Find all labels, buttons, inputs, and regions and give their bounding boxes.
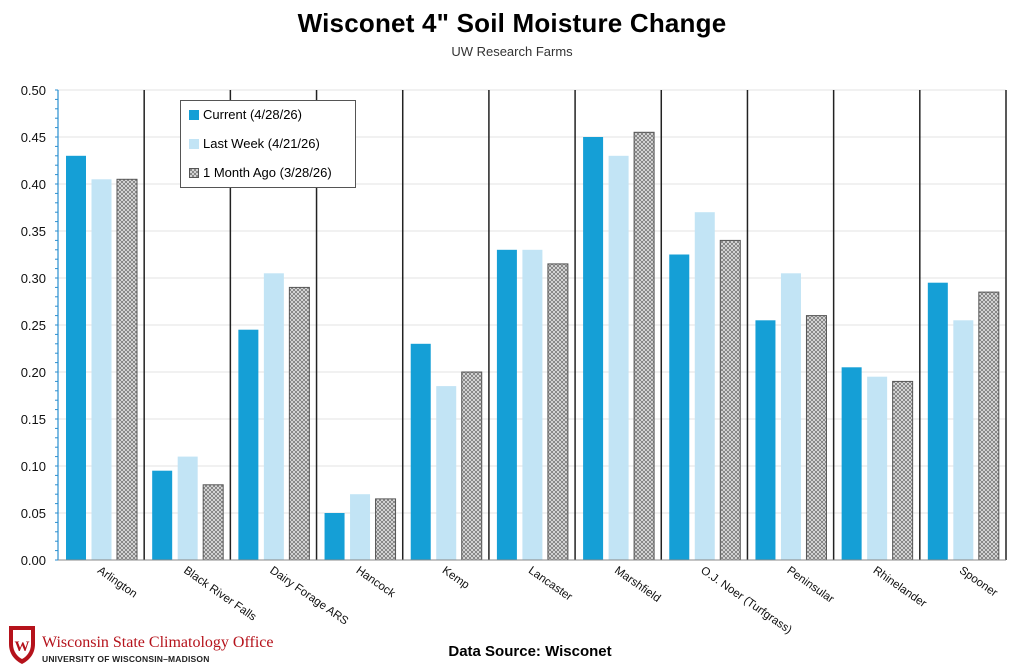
bar-current xyxy=(496,249,517,561)
x-tick-label: Hancock xyxy=(354,565,398,601)
y-tick-label: 0.30 xyxy=(21,271,46,286)
bar-last-week xyxy=(91,179,112,561)
bar-month-ago xyxy=(719,239,741,561)
bar-last-week xyxy=(780,273,801,560)
y-axis: 0.00 0.05 0.10 0.15 0.20 0.25 0.30 0.35 0.40 0.45… xyxy=(21,83,1006,568)
y-tick-label: 0.10 xyxy=(21,459,46,474)
bar-month-ago xyxy=(116,178,138,561)
bar-current xyxy=(669,254,690,560)
chart-title: Wisconet 4" Soil Moisture Change xyxy=(297,8,727,38)
uw-crest-icon: W xyxy=(9,626,35,664)
bar-current xyxy=(152,470,173,560)
bar-month-ago xyxy=(461,371,483,561)
x-tick-label: Black River Falls xyxy=(181,565,258,624)
y-tick-label: 0.40 xyxy=(21,177,46,192)
y-tick-label: 0.00 xyxy=(21,553,46,568)
bar-current xyxy=(841,367,862,560)
bar-last-week xyxy=(263,273,284,560)
bar-current xyxy=(66,155,86,561)
y-tick-label: 0.50 xyxy=(21,83,46,98)
x-tick-label: Spooner xyxy=(957,565,1000,600)
bar-last-week xyxy=(608,155,629,561)
y-tick-label: 0.35 xyxy=(21,224,46,239)
y-tick-label: 0.45 xyxy=(21,130,46,145)
bar-current xyxy=(927,282,948,560)
bar-month-ago xyxy=(288,286,310,561)
y-tick-label: 0.20 xyxy=(21,365,46,380)
legend-swatch-last-week xyxy=(189,139,199,149)
wsco-logo: W Wisconsin State Climatology Office UNI… xyxy=(6,622,306,668)
bar-last-week xyxy=(522,249,543,561)
x-tick-label: Lancaster xyxy=(526,565,574,604)
bar-last-week xyxy=(436,386,457,560)
bar-month-ago xyxy=(547,263,569,561)
svg-text:W: W xyxy=(15,639,30,655)
bar-month-ago xyxy=(633,131,655,561)
bar-last-week xyxy=(350,494,371,560)
bar-last-week xyxy=(867,376,888,560)
bar-month-ago xyxy=(202,484,224,561)
bar-last-week xyxy=(177,456,198,560)
x-tick-label: Arlington xyxy=(95,565,139,601)
bar-current xyxy=(755,320,776,560)
bars xyxy=(66,131,1000,561)
bar-current xyxy=(410,343,431,560)
bar-current xyxy=(238,329,259,560)
bar-month-ago xyxy=(375,498,397,561)
y-tick-label: 0.25 xyxy=(21,318,46,333)
x-tick-label: O.J. Noer (Turfgrass) xyxy=(698,565,794,637)
legend-swatch-current xyxy=(189,110,199,120)
x-tick-label: Peninsular xyxy=(785,565,837,606)
legend-label-current: Current (4/28/26) xyxy=(203,107,302,122)
chart-subtitle: UW Research Farms xyxy=(451,44,573,59)
bar-current xyxy=(324,513,345,560)
bar-month-ago xyxy=(978,291,1000,561)
bar-current xyxy=(583,137,604,560)
org-name: Wisconsin State Climatology Office xyxy=(42,634,274,651)
legend: Current (4/28/26) Last Week (4/21/26) 1 … xyxy=(180,100,356,188)
legend-label-last-week: Last Week (4/21/26) xyxy=(203,136,320,151)
y-tick-label: 0.15 xyxy=(21,412,46,427)
legend-swatch-month-ago xyxy=(189,168,199,178)
data-source-label: Data Source: Wisconet xyxy=(448,643,612,660)
x-tick-label: Marshfield xyxy=(612,565,662,605)
group-separators xyxy=(143,90,1007,560)
y-tick-label: 0.05 xyxy=(21,506,46,521)
bar-last-week xyxy=(694,212,715,560)
bar-month-ago xyxy=(892,380,914,561)
org-subtitle: UNIVERSITY OF WISCONSIN–MADISON xyxy=(42,654,210,664)
bar-month-ago xyxy=(805,315,827,561)
x-tick-label: Kemp xyxy=(440,565,471,592)
bar-last-week xyxy=(953,320,974,560)
x-tick-label: Rhinelander xyxy=(871,565,929,610)
x-tick-label: Dairy Forage ARS xyxy=(267,565,350,628)
legend-label-month-ago: 1 Month Ago (3/28/26) xyxy=(203,165,332,180)
